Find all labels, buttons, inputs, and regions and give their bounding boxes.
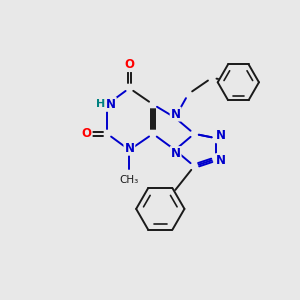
Text: O: O (82, 127, 92, 140)
Text: N: N (216, 154, 226, 167)
Text: N: N (171, 108, 181, 121)
Text: O: O (124, 58, 134, 71)
Text: N: N (216, 129, 226, 142)
Text: CH₃: CH₃ (120, 175, 139, 185)
Text: H: H (96, 99, 106, 110)
Text: N: N (171, 147, 181, 160)
Text: N: N (106, 98, 116, 111)
Text: N: N (124, 142, 134, 155)
